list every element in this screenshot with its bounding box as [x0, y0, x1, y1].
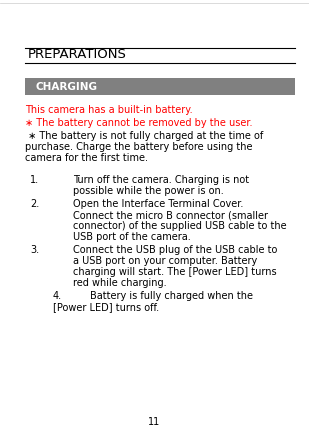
Text: [Power LED] turns off.: [Power LED] turns off. [53, 302, 159, 312]
Text: PREPARATIONS: PREPARATIONS [28, 48, 127, 61]
Text: camera for the first time.: camera for the first time. [25, 153, 148, 163]
Text: Battery is fully charged when the: Battery is fully charged when the [90, 291, 253, 301]
Text: ∗ The battery is not fully charged at the time of: ∗ The battery is not fully charged at th… [25, 131, 263, 141]
Text: Turn off the camera. Charging is not: Turn off the camera. Charging is not [73, 175, 249, 185]
Text: red while charging.: red while charging. [73, 278, 167, 288]
Text: 2.: 2. [30, 199, 39, 209]
Bar [25, 78, 295, 95]
Text: 11: 11 [148, 417, 160, 427]
Text: ∗ The battery cannot be removed by the user.: ∗ The battery cannot be removed by the u… [25, 118, 252, 128]
Text: USB port of the camera.: USB port of the camera. [73, 232, 191, 242]
Text: 4.: 4. [53, 291, 62, 301]
Text: possible while the power is on.: possible while the power is on. [73, 186, 224, 196]
Text: Connect the USB plug of the USB cable to: Connect the USB plug of the USB cable to [73, 245, 277, 255]
Text: charging will start. The [Power LED] turns: charging will start. The [Power LED] tur… [73, 267, 277, 277]
Text: Open the Interface Terminal Cover.: Open the Interface Terminal Cover. [73, 199, 243, 209]
Text: Connect the micro B connector (smaller: Connect the micro B connector (smaller [73, 210, 268, 220]
Text: This camera has a built-in battery.: This camera has a built-in battery. [25, 105, 193, 115]
Text: connector) of the supplied USB cable to the: connector) of the supplied USB cable to … [73, 221, 287, 231]
Text: 1.: 1. [30, 175, 39, 185]
Text: purchase. Charge the battery before using the: purchase. Charge the battery before usin… [25, 142, 252, 152]
Text: a USB port on your computer. Battery: a USB port on your computer. Battery [73, 256, 257, 266]
Text: CHARGING: CHARGING [35, 83, 97, 93]
Text: 3.: 3. [30, 245, 39, 255]
